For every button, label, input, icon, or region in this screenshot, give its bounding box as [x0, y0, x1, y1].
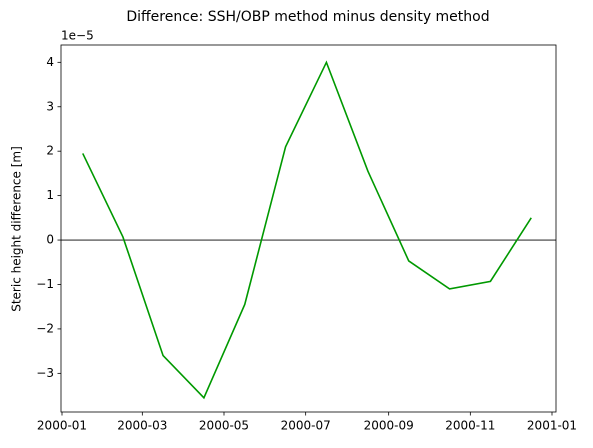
plot-frame [60, 44, 557, 413]
x-tick-label: 2001-01 [527, 419, 577, 433]
y-tick-label: 3 [46, 99, 54, 113]
chart-title: Difference: SSH/OBP method minus density… [126, 9, 489, 25]
y-axis-label: Steric height difference [m] [10, 146, 24, 312]
data-line [82, 60, 532, 400]
y-tick-label: 1 [46, 188, 54, 202]
y-tick-label: 4 [46, 55, 54, 69]
y-tick-label: −3 [36, 366, 54, 380]
x-tick-label: 2000-09 [364, 419, 414, 433]
y-offset-label: 1e−5 [61, 29, 94, 43]
x-tick-label: 2000-03 [117, 419, 167, 433]
x-tick-label: 2000-07 [281, 419, 331, 433]
x-tick-label: 2000-11 [445, 419, 495, 433]
y-tick-label: 0 [46, 233, 54, 247]
y-tick-label: −2 [36, 321, 54, 335]
x-tick-label: 2000-01 [37, 419, 87, 433]
y-tick-label: 2 [46, 144, 54, 158]
y-tick-label: −1 [36, 277, 54, 291]
x-tick-label: 2000-05 [199, 419, 249, 433]
